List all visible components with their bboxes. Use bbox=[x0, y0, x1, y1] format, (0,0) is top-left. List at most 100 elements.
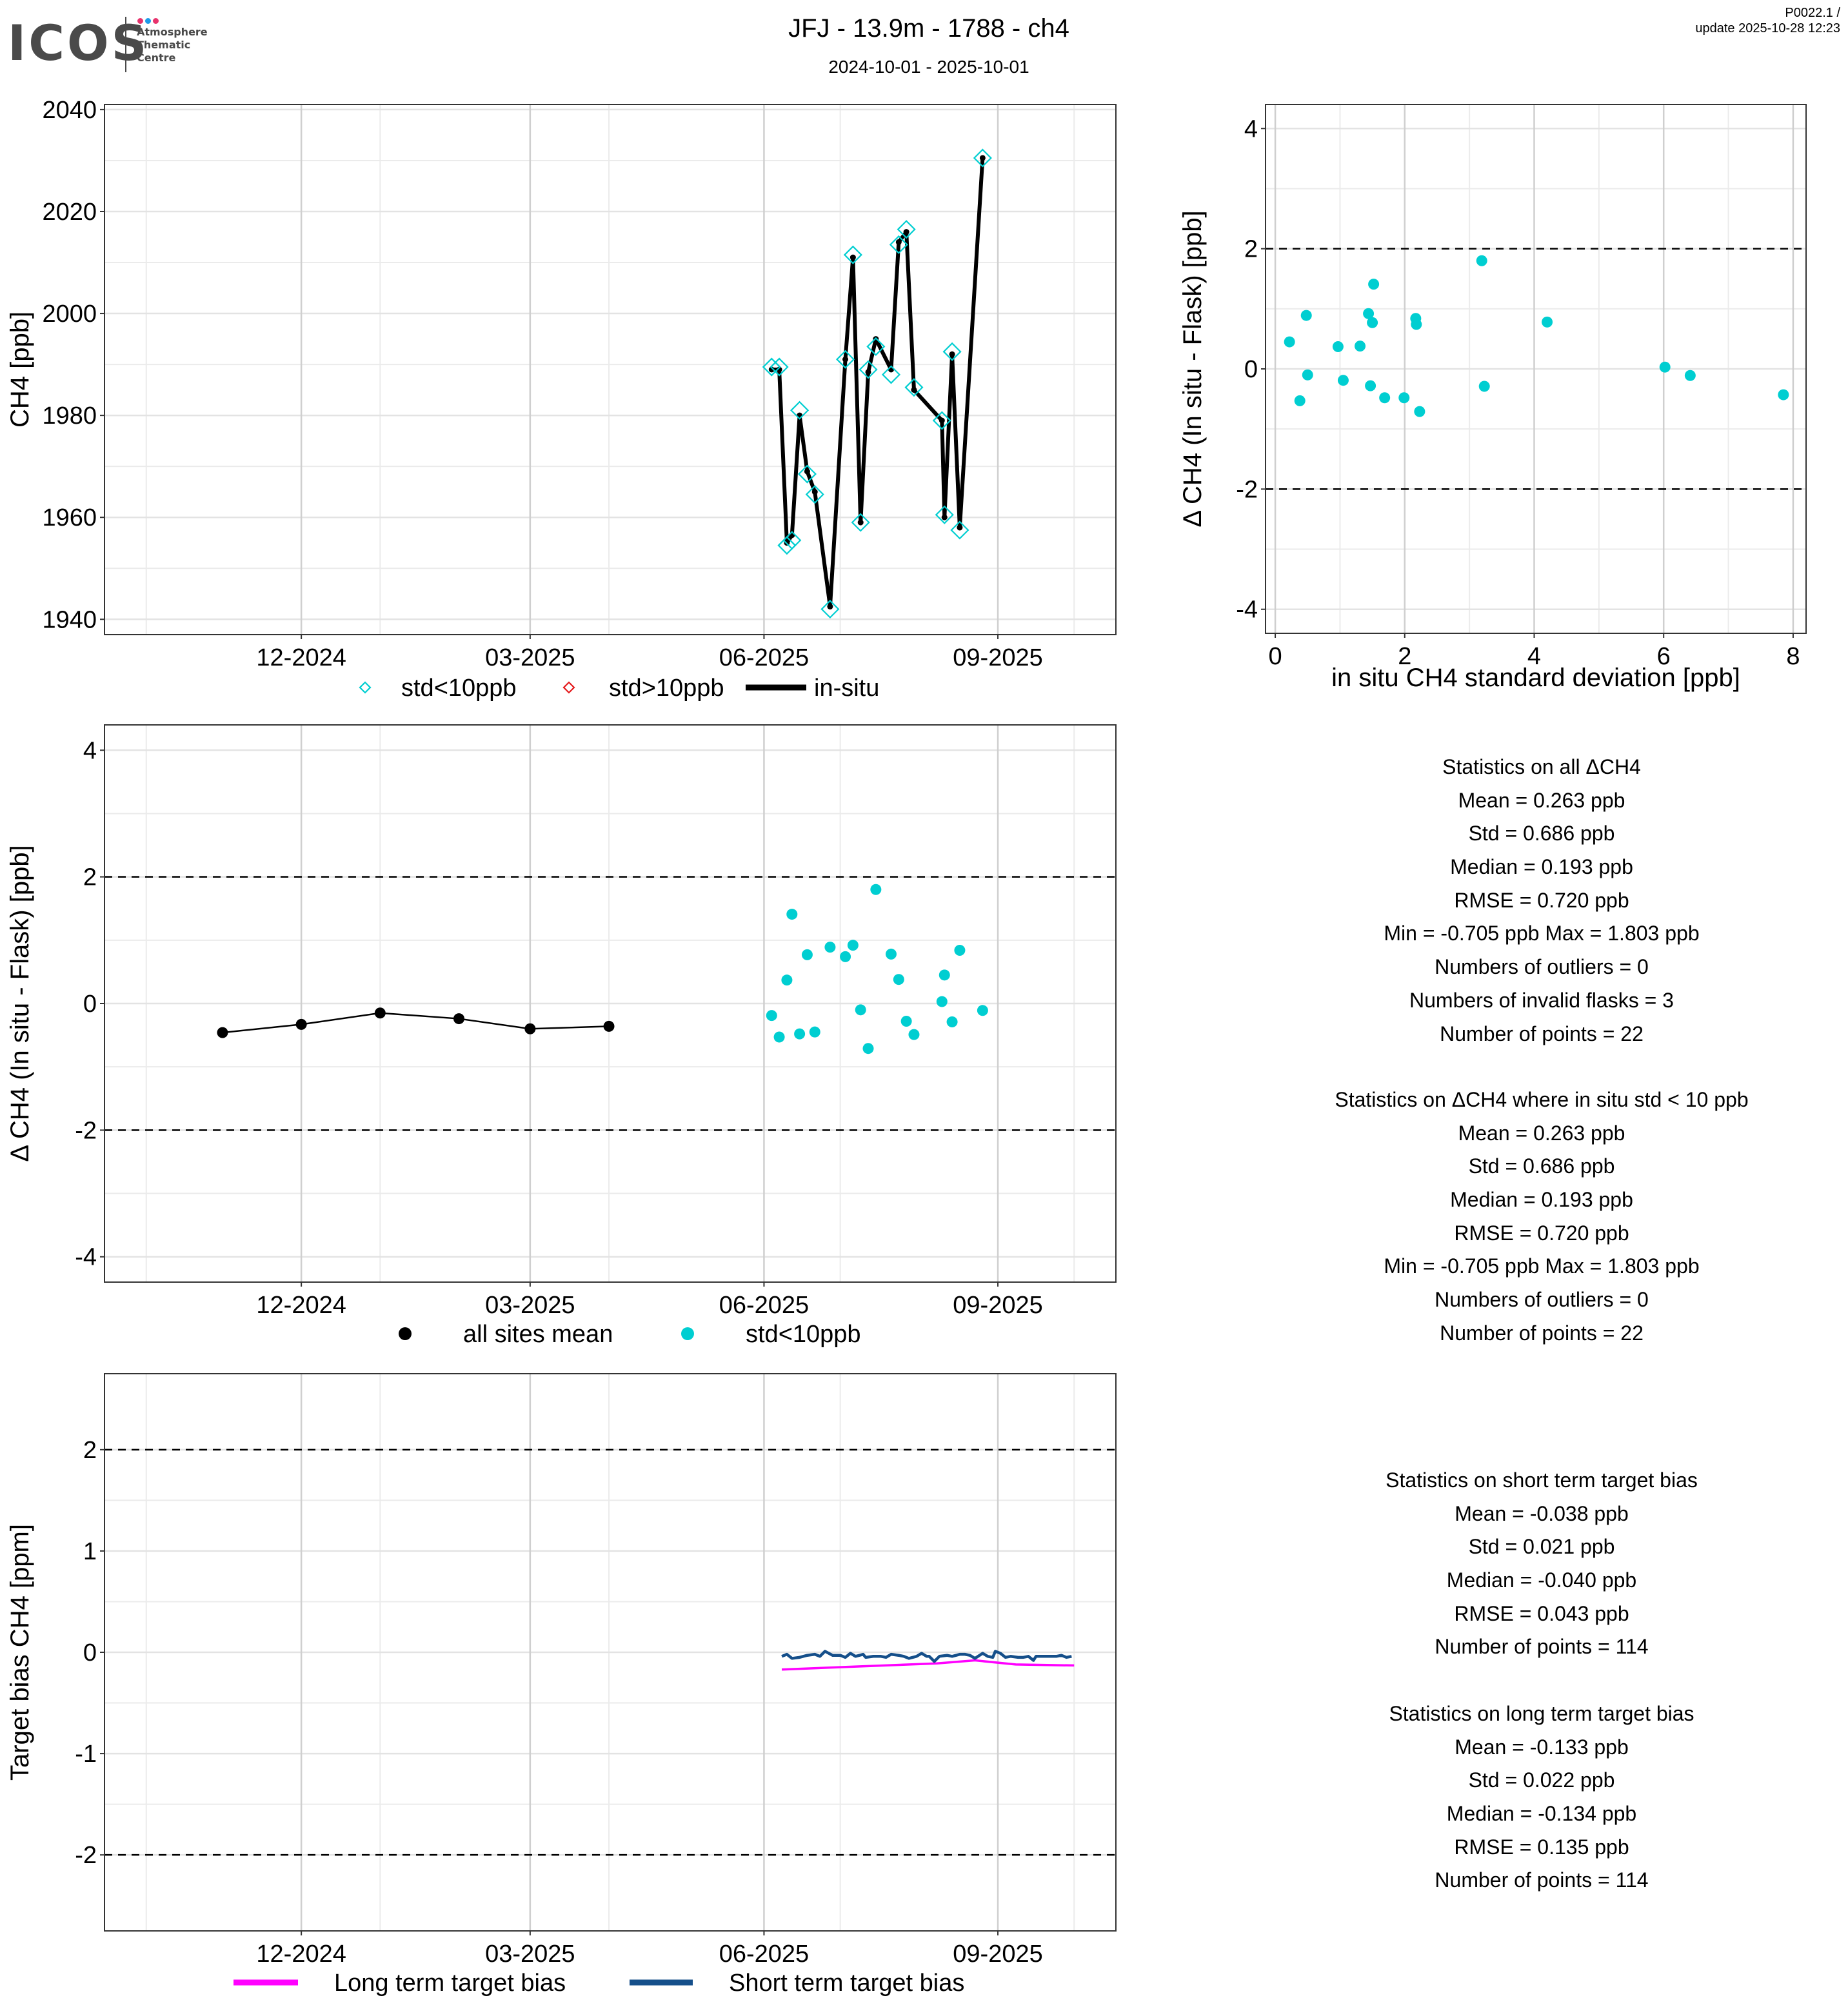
scatter-point bbox=[1778, 389, 1789, 400]
in-situ-point bbox=[903, 229, 909, 235]
scatter-point bbox=[1659, 361, 1671, 373]
stats-line: RMSE = 0.043 ppb bbox=[1454, 1601, 1629, 1625]
flask-diamond-marker bbox=[859, 360, 878, 379]
flask-diamond-marker bbox=[935, 505, 954, 524]
delta-point bbox=[773, 1031, 785, 1043]
y-axis-label: CH4 [ppb] bbox=[6, 311, 34, 428]
delta-point bbox=[977, 1005, 988, 1016]
in-situ-point bbox=[849, 254, 856, 261]
all-sites-mean-point bbox=[603, 1020, 615, 1032]
scatter-point bbox=[1414, 406, 1426, 417]
y-tick-label: 2000 bbox=[42, 301, 97, 328]
y-tick-label: 1960 bbox=[42, 504, 97, 531]
page-subtitle: 2024-10-01 - 2025-10-01 bbox=[828, 57, 1029, 77]
all-sites-mean-point bbox=[217, 1027, 228, 1038]
logo-dots-icon bbox=[137, 15, 161, 27]
delta-point bbox=[886, 948, 897, 960]
legend-label: std>10ppb bbox=[609, 675, 724, 702]
in-situ-point bbox=[827, 604, 833, 610]
stats-title: Statistics on all ΔCH4 bbox=[1442, 755, 1641, 778]
icos-logo: ICOS Atmosphere Thematic Centre bbox=[5, 6, 224, 72]
all-sites-mean-line bbox=[222, 1012, 610, 1034]
logo-dot bbox=[145, 18, 151, 24]
x-tick-label: 06-2025 bbox=[719, 1941, 809, 1968]
y-tick-label: 2 bbox=[83, 1437, 97, 1464]
legend-label: in-situ bbox=[814, 675, 879, 702]
stats-line: Mean = 0.263 ppb bbox=[1458, 788, 1625, 812]
plot-border bbox=[104, 104, 1117, 635]
long-term-bias-line bbox=[781, 1659, 1075, 1671]
in-situ-point bbox=[957, 524, 963, 531]
flask-diamond-marker bbox=[881, 365, 901, 384]
delta-point bbox=[870, 884, 882, 895]
stats-title: Statistics on long term target bias bbox=[1389, 1702, 1694, 1725]
flask-diamond-marker bbox=[851, 513, 870, 532]
delta-point bbox=[893, 974, 904, 985]
x-tick-label: 09-2025 bbox=[953, 1941, 1042, 1968]
plot-background bbox=[104, 104, 1116, 635]
x-tick-label: 09-2025 bbox=[953, 1292, 1042, 1319]
scatter-point bbox=[1337, 375, 1349, 386]
logo-subtitle-line: Centre bbox=[137, 52, 176, 64]
legend-key-std-gt-10 bbox=[562, 681, 575, 694]
flask-diamond-marker bbox=[770, 357, 789, 377]
legend-key-all-sites-mean bbox=[399, 1327, 412, 1340]
scatter-point bbox=[1398, 392, 1410, 404]
y-axis-label: Δ CH4 (In situ - Flask) [ppb] bbox=[6, 845, 34, 1162]
stats-line: RMSE = 0.135 ppb bbox=[1454, 1835, 1629, 1859]
stats-long-term-panel: Statistics on long term target bias Mean… bbox=[1258, 1697, 1825, 1897]
stats-line: Number of points = 114 bbox=[1435, 1868, 1649, 1892]
y-tick-label: 1980 bbox=[42, 402, 97, 430]
stats-line: Mean = -0.038 ppb bbox=[1455, 1501, 1629, 1525]
stats-line: RMSE = 0.720 ppb bbox=[1454, 888, 1629, 912]
y-tick-label: 0 bbox=[1244, 356, 1258, 383]
y-axis-label: Target bias CH4 [ppm] bbox=[6, 1524, 34, 1781]
legend-label: Long term target bias bbox=[334, 1970, 566, 1997]
stats-line: Number of points = 22 bbox=[1440, 1022, 1644, 1045]
scatter-point bbox=[1367, 317, 1378, 328]
y-tick-label: 2020 bbox=[42, 199, 97, 226]
all-sites-mean-point bbox=[453, 1013, 464, 1025]
flask-diamond-marker bbox=[932, 411, 951, 430]
in-situ-point bbox=[949, 351, 955, 357]
stats-line: Median = 0.193 ppb bbox=[1450, 1188, 1633, 1212]
x-tick-label: 06-2025 bbox=[719, 1292, 809, 1319]
all-sites-mean-point bbox=[524, 1023, 536, 1034]
legend-label: Short term target bias bbox=[729, 1970, 964, 1997]
x-tick-label: 8 bbox=[1786, 643, 1800, 670]
y-tick-label: -2 bbox=[75, 1842, 97, 1869]
flask-diamond-marker bbox=[904, 378, 924, 397]
y-tick-label: 1940 bbox=[42, 606, 97, 633]
delta-point bbox=[939, 969, 950, 981]
x-tick-label: 12-2024 bbox=[256, 1292, 346, 1319]
in-situ-point bbox=[979, 155, 986, 161]
legend-label: std<10ppb bbox=[401, 675, 517, 702]
flask-diamond-marker bbox=[942, 342, 962, 361]
in-situ-point bbox=[939, 417, 945, 424]
y-tick-label: -4 bbox=[1236, 597, 1258, 624]
flask-diamond-marker bbox=[782, 531, 802, 550]
scatter-point bbox=[1300, 310, 1312, 321]
stats-line: Std = 0.686 ppb bbox=[1468, 1154, 1615, 1178]
scatter-point bbox=[1542, 316, 1553, 328]
y-tick-label: 4 bbox=[1244, 115, 1258, 143]
plot-border bbox=[104, 1373, 1117, 1932]
x-tick-label: 09-2025 bbox=[953, 644, 1042, 671]
y-tick-label: 2 bbox=[1244, 236, 1258, 263]
stats-line: Median = -0.134 ppb bbox=[1446, 1802, 1637, 1826]
x-tick-label: 2 bbox=[1398, 643, 1411, 670]
legend-key-std-lt-10 bbox=[681, 1327, 694, 1340]
y-tick-label: -4 bbox=[75, 1244, 97, 1271]
delta-point bbox=[766, 1010, 777, 1022]
y-tick-label: -2 bbox=[1236, 476, 1258, 503]
logo-separator bbox=[125, 17, 126, 72]
plot-border bbox=[1265, 104, 1807, 634]
flask-diamond-marker bbox=[897, 220, 916, 239]
flask-diamond-marker bbox=[820, 599, 840, 619]
in-situ-point bbox=[941, 514, 948, 520]
stats-line: Min = -0.705 ppb Max = 1.803 ppb bbox=[1384, 1254, 1700, 1278]
stats-line: Std = 0.022 ppb bbox=[1468, 1768, 1615, 1792]
stats-line: Numbers of outliers = 0 bbox=[1435, 955, 1649, 979]
stats-line: Numbers of outliers = 0 bbox=[1435, 1288, 1649, 1312]
